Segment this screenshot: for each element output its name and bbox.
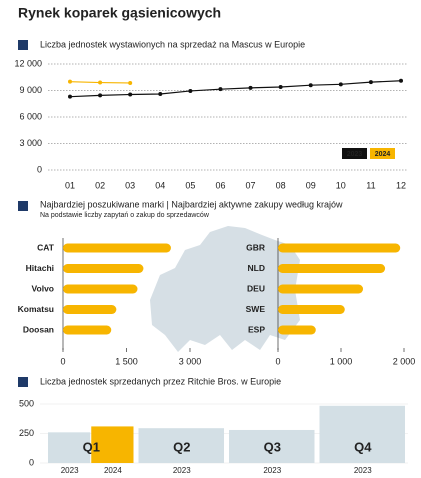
x-tick-label: 0	[275, 356, 280, 366]
bar	[278, 264, 386, 273]
year-label: 2023	[173, 466, 191, 475]
category-label: ESP	[248, 324, 265, 334]
bar	[138, 428, 224, 463]
bar	[319, 405, 405, 463]
x-tick-label: 3 000	[179, 356, 202, 366]
category-label: NLD	[248, 263, 265, 273]
bar	[63, 325, 112, 335]
section-icon	[18, 40, 28, 50]
y-tick-label: 6 000	[19, 111, 42, 121]
bar	[278, 243, 401, 253]
y-tick-label: 9 000	[19, 85, 42, 95]
category-label: Hitachi	[26, 263, 54, 273]
year-label: 2024	[104, 466, 122, 475]
europe-map	[150, 226, 300, 352]
page-title: Rynek koparek gąsienicowych	[18, 5, 221, 21]
bar	[63, 243, 171, 253]
x-tick-label: 06	[215, 180, 225, 190]
x-tick-label: 05	[185, 180, 195, 190]
category-label: Doosan	[23, 324, 54, 334]
x-tick-label: 1 000	[330, 356, 353, 366]
x-tick-label: 10	[336, 180, 346, 190]
y-tick-label: 3 000	[19, 138, 42, 148]
bar	[229, 429, 315, 463]
x-tick-label: 11	[366, 180, 375, 190]
x-tick-label: 07	[246, 180, 256, 190]
legend-swatch	[342, 148, 367, 159]
y-tick-label: 250	[19, 428, 34, 438]
bar	[63, 284, 138, 294]
year-label: 2023	[61, 466, 79, 475]
bar	[278, 325, 316, 335]
bar	[63, 264, 144, 273]
bar	[91, 426, 134, 463]
legend-swatch	[370, 148, 395, 159]
category-label: Q2	[173, 439, 190, 454]
y-tick-label: 0	[37, 164, 42, 174]
legend-label: 2023	[347, 151, 363, 158]
x-tick-label: 1 500	[115, 356, 138, 366]
chart-title: Najbardziej poszukiwane marki | Najbardz…	[40, 199, 343, 209]
series-line	[69, 81, 131, 84]
category-label: Volvo	[31, 283, 54, 293]
category-label: Q1	[83, 439, 100, 454]
bar	[278, 284, 364, 294]
category-label: Komatsu	[18, 304, 54, 314]
section-icon	[18, 201, 28, 211]
bar	[278, 305, 345, 314]
year-label: 2023	[263, 466, 281, 475]
x-tick-label: 02	[95, 180, 105, 190]
bar	[48, 432, 91, 463]
category-label: Q4	[354, 439, 372, 454]
x-tick-label: 0	[60, 356, 65, 366]
x-tick-label: 04	[155, 180, 165, 190]
x-tick-label: 03	[125, 180, 135, 190]
category-label: GBR	[246, 242, 265, 252]
series-line	[69, 80, 402, 98]
category-label: SWE	[246, 304, 266, 314]
category-label: Q3	[264, 439, 281, 454]
legend-label: 2024	[375, 151, 391, 158]
y-tick-label: 0	[29, 457, 34, 467]
category-label: CAT	[37, 242, 55, 252]
y-tick-label: 500	[19, 398, 34, 408]
x-tick-label: 08	[276, 180, 286, 190]
x-tick-label: 2 000	[393, 356, 416, 366]
chart-subtitle: Na podstawie liczby zapytań o zakup do s…	[40, 212, 210, 219]
x-tick-label: 12	[396, 180, 406, 190]
section-icon	[18, 377, 28, 387]
y-tick-label: 12 000	[14, 58, 42, 68]
x-tick-label: 09	[306, 180, 316, 190]
chart-title: Liczba jednostek wystawionych na sprzeda…	[40, 39, 305, 49]
category-label: DEU	[247, 283, 265, 293]
year-label: 2023	[354, 466, 372, 475]
bar	[63, 305, 117, 314]
chart-title: Liczba jednostek sprzedanych przez Ritch…	[40, 376, 281, 386]
x-tick-label: 01	[65, 180, 75, 190]
